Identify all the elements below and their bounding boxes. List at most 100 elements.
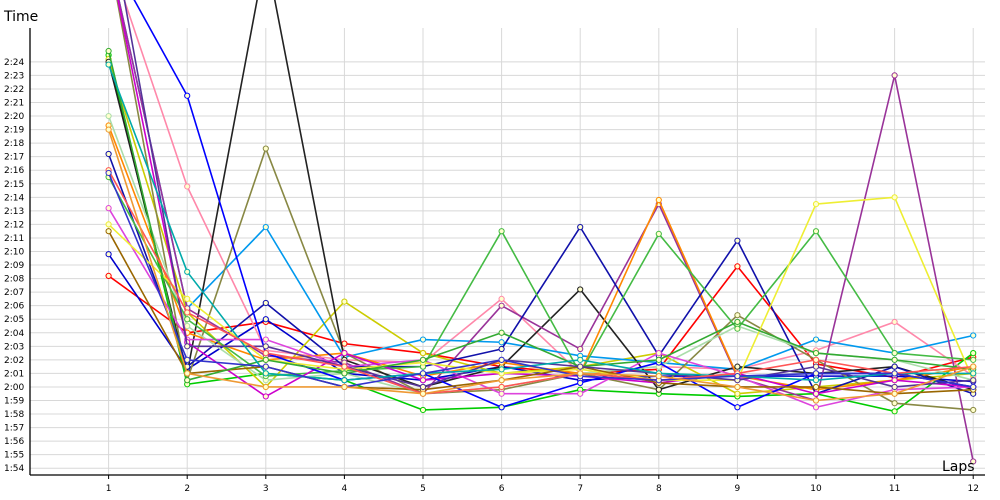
y-tick-label: 2:00	[4, 383, 24, 393]
data-point	[419, 377, 427, 384]
data-point	[970, 370, 977, 377]
data-point	[498, 302, 505, 309]
series-line	[116, 0, 974, 411]
series-layer	[105, 0, 977, 465]
y-tick-label: 2:24	[4, 58, 24, 68]
data-point	[891, 408, 898, 415]
x-tick-label: 1	[106, 484, 112, 494]
y-axis-title: Time	[3, 9, 38, 25]
y-tick-label: 2:07	[4, 288, 24, 298]
data-point	[970, 383, 977, 391]
data-point	[498, 295, 505, 303]
series-line	[107, 169, 974, 395]
series-24	[105, 126, 977, 404]
data-point	[498, 228, 505, 235]
data-point	[734, 312, 741, 319]
data-point	[734, 263, 741, 270]
data-point	[184, 295, 191, 303]
data-point	[498, 377, 505, 384]
data-point	[262, 299, 269, 307]
data-point	[341, 298, 348, 305]
data-point	[734, 318, 741, 326]
data-point	[498, 339, 505, 346]
x-tick-label: 11	[889, 484, 900, 494]
x-tick-label: 10	[810, 484, 822, 494]
data-point	[970, 458, 977, 465]
data-point	[891, 363, 898, 370]
data-point	[262, 316, 269, 323]
series-4	[123, 0, 977, 380]
data-point	[891, 390, 898, 397]
data-point	[734, 325, 741, 332]
data-point	[184, 356, 191, 363]
data-point	[891, 370, 898, 377]
data-point	[184, 322, 191, 330]
data-point	[812, 200, 820, 208]
data-point	[262, 336, 269, 343]
series-20	[123, 0, 977, 391]
data-point	[970, 363, 977, 370]
data-point	[812, 397, 820, 404]
y-tick-label: 2:16	[4, 166, 24, 176]
data-point	[341, 370, 348, 377]
data-point	[812, 383, 820, 391]
x-tick-label: 8	[656, 484, 662, 494]
y-tick-label: 1:59	[4, 397, 24, 407]
data-point	[655, 196, 662, 204]
series-line	[107, 64, 974, 381]
data-point	[577, 370, 584, 377]
x-tick-label: 5	[420, 484, 426, 494]
series-19	[105, 47, 977, 384]
series-line	[107, 153, 974, 395]
data-point	[184, 316, 191, 323]
y-tick-label: 2:19	[4, 126, 24, 136]
data-point	[184, 343, 191, 350]
series-line	[107, 0, 974, 391]
data-point	[419, 370, 427, 377]
data-point	[262, 383, 269, 391]
y-tick-label: 2:22	[4, 85, 24, 95]
y-tick-label: 2:17	[4, 153, 24, 163]
data-point	[891, 72, 898, 79]
y-tick-label: 2:10	[4, 248, 24, 258]
y-tick-label: 2:21	[4, 99, 24, 109]
y-tick-label: 2:08	[4, 275, 24, 285]
y-tick-label: 1:57	[4, 424, 24, 434]
data-point	[262, 224, 269, 231]
data-point	[498, 345, 505, 353]
series-line	[107, 54, 974, 413]
y-tick-label: 1:54	[4, 464, 24, 474]
data-point	[891, 400, 898, 407]
data-point	[105, 272, 112, 279]
data-point	[498, 404, 505, 411]
series-8	[105, 0, 977, 393]
data-point	[105, 228, 112, 235]
data-point	[734, 363, 741, 370]
y-tick-label: 2:20	[4, 112, 24, 122]
x-axis-title: Laps	[942, 459, 975, 475]
data-point	[498, 329, 505, 336]
data-point	[891, 377, 898, 384]
y-tick-label: 2:11	[4, 234, 24, 244]
y-tick-label: 2:15	[4, 180, 24, 190]
data-point	[262, 370, 269, 377]
series-line	[118, 0, 974, 371]
data-point	[341, 377, 348, 384]
y-tick-label: 2:12	[4, 220, 24, 230]
data-point	[184, 309, 191, 316]
tick-labels: 1:54 1:55 1:56 1:57 1:58 1:59 2:00 2:01 2:02 2:03…	[4, 58, 979, 494]
data-point	[655, 356, 662, 363]
data-point	[419, 406, 427, 414]
data-point	[341, 363, 348, 370]
data-point	[184, 92, 191, 99]
series-line	[118, 0, 974, 462]
data-point	[105, 251, 112, 258]
data-point	[577, 345, 584, 353]
data-point	[812, 356, 820, 363]
y-tick-label: 2:01	[4, 369, 24, 379]
data-point	[262, 363, 269, 370]
data-point	[105, 47, 112, 55]
data-point	[341, 349, 348, 357]
data-point	[734, 383, 741, 391]
